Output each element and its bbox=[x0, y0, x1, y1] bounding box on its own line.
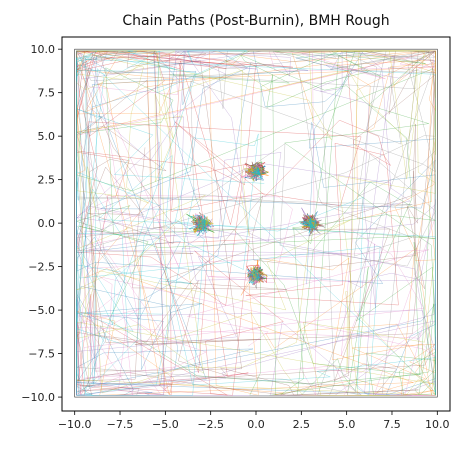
y-tick-label: −10.0 bbox=[21, 391, 55, 404]
x-tick-label: −2.5 bbox=[197, 418, 224, 431]
mode-cluster-2 bbox=[299, 207, 326, 237]
x-tick-label: 5.0 bbox=[338, 418, 356, 431]
plot-area bbox=[74, 48, 438, 398]
mode-cluster-0 bbox=[240, 161, 270, 183]
y-tick-label: −2.5 bbox=[28, 261, 55, 274]
y-tick-label: 0.0 bbox=[38, 217, 56, 230]
chain-path-8 bbox=[76, 50, 436, 396]
chart-title: Chain Paths (Post-Burnin), BMH Rough bbox=[122, 13, 389, 29]
y-axis: 10.0 7.5 5.0 2.5 0.0 −2.5 −5.0 −7.5 −10.0 bbox=[21, 43, 62, 404]
bounding-box bbox=[74, 48, 438, 398]
x-tick-label: 0.0 bbox=[247, 418, 265, 431]
x-tick-label: 2.5 bbox=[293, 418, 311, 431]
x-tick-label: −5.0 bbox=[152, 418, 179, 431]
chain-path-9 bbox=[76, 50, 436, 396]
x-tick-label: −7.5 bbox=[107, 418, 134, 431]
mode-2-chain-9 bbox=[300, 213, 317, 234]
mode-3-chain-9 bbox=[246, 267, 262, 284]
x-axis: −10.0 −7.5 −5.0 −2.5 0.0 2.5 5.0 7.5 10.0 bbox=[58, 411, 450, 431]
x-tick-label: 10.0 bbox=[425, 418, 450, 431]
chain-path-1 bbox=[75, 50, 437, 396]
chain-path-4 bbox=[75, 50, 437, 396]
mode-0-chain-9 bbox=[250, 165, 263, 180]
mode-1-chain-9 bbox=[188, 214, 212, 237]
x-tick-label: 7.5 bbox=[383, 418, 401, 431]
y-tick-label: 7.5 bbox=[38, 87, 56, 100]
y-tick-label: −7.5 bbox=[28, 348, 55, 361]
axes-frame bbox=[61, 36, 451, 412]
mode-cluster-3 bbox=[246, 259, 268, 289]
mode-cluster-1 bbox=[186, 212, 215, 237]
y-tick-label: 10.0 bbox=[31, 43, 56, 56]
y-tick-label: −5.0 bbox=[28, 304, 55, 317]
y-tick-label: 5.0 bbox=[38, 130, 56, 143]
chain-path-5 bbox=[76, 50, 436, 396]
chain-path-0 bbox=[76, 50, 436, 396]
chain-path-7 bbox=[76, 50, 437, 396]
chain-path-6 bbox=[75, 50, 436, 396]
x-tick-label: −10.0 bbox=[58, 418, 92, 431]
y-tick-label: 2.5 bbox=[38, 174, 56, 187]
chain-path-2 bbox=[75, 50, 436, 396]
